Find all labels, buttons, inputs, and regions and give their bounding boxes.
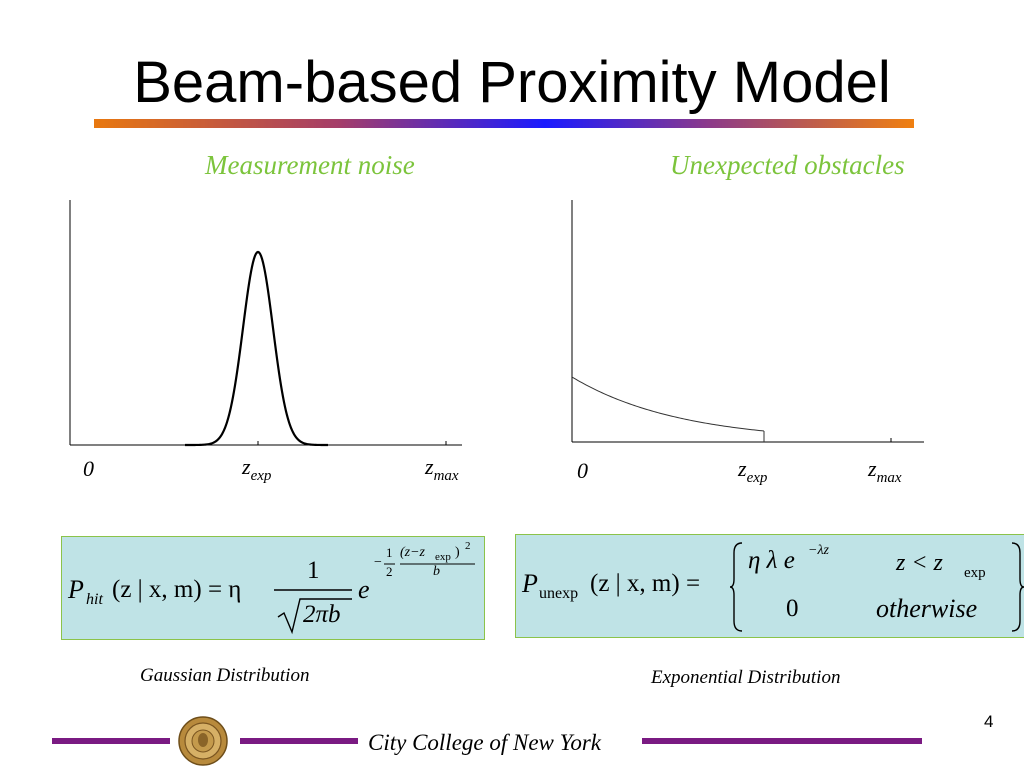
right-label-zmax: zmax: [868, 456, 902, 486]
footer-line-left: [52, 738, 170, 744]
page-number: 4: [984, 712, 994, 731]
gaussian-formula-fraction-sqrt: [274, 589, 352, 635]
left-label-zero: 0: [83, 456, 94, 481]
gaussian-formula-exp-half-den: 2: [386, 564, 393, 579]
exponential-formula-case1-exp: −λz: [808, 543, 829, 558]
right-label-zero: 0: [577, 458, 588, 483]
gaussian-formula-exp-num-sq: 2: [465, 540, 471, 552]
gaussian-formula-exp-num: (z−z: [400, 545, 426, 560]
gaussian-formula-exp-half-num: 1: [386, 545, 393, 560]
exponential-formula-case2-expr: 0: [786, 595, 799, 622]
exponential-plot: [571, 200, 924, 443]
title-underline-bar: [94, 119, 914, 128]
gaussian-caption: Gaussian Distribution: [140, 665, 310, 686]
gaussian-formula-exp-den: b: [433, 564, 440, 579]
gaussian-formula-P: P: [68, 575, 84, 604]
exponential-curve: [571, 376, 765, 432]
gaussian-formula-exp-line: [400, 563, 475, 565]
gaussian-formula-P-sub: hit: [86, 591, 103, 608]
gaussian-formula-args: (z | x, m) = η: [112, 576, 242, 603]
slide-title: Beam-based Proximity Model: [133, 50, 891, 115]
exponential-formula-case1-expr: η λ e: [748, 547, 795, 574]
gaussian-formula-box: P hit (z | x, m) = η 1 2πb e − 1 2 (z−z …: [61, 536, 485, 640]
gaussian-formula-exp-num-close: ): [455, 545, 460, 560]
exponential-formula-case1-cond: z < z: [896, 550, 943, 576]
gaussian-formula-half-line: [384, 563, 395, 565]
gaussian-formula-frac-num: 1: [307, 557, 320, 584]
gaussian-plot: [69, 200, 462, 447]
exponential-formula-P-sub: unexp: [539, 585, 579, 602]
right-label-zexp: zexp: [738, 456, 768, 486]
footer-line-middle: [240, 738, 358, 744]
gaussian-formula-exp-minus: −: [374, 555, 382, 570]
left-label-zmax: zmax: [425, 454, 459, 484]
footer-college-name: City College of New York: [368, 730, 601, 755]
gaussian-curve: [185, 250, 328, 447]
exponential-formula-case2-cond: otherwise: [876, 594, 978, 623]
exponential-formula-args: (z | x, m) =: [590, 570, 701, 597]
exponential-formula-braces: [730, 542, 1024, 632]
footer-line-right: [642, 738, 922, 744]
gaussian-formula-frac-den: 2πb: [303, 601, 341, 628]
exponential-caption: Exponential Distribution: [651, 667, 841, 688]
gaussian-formula-e: e: [358, 575, 370, 604]
right-subtitle: Unexpected obstacles: [670, 150, 905, 180]
left-label-zexp: zexp: [242, 454, 272, 484]
gaussian-formula-exp-num-sub: exp: [435, 551, 451, 563]
left-subtitle: Measurement noise: [205, 150, 415, 180]
exponential-formula-case1-cond-sub: exp: [964, 565, 986, 581]
exponential-formula-box: P unexp (z | x, m) = η λ e −λz z < z exp…: [515, 534, 1024, 638]
college-seal-icon: [178, 716, 228, 766]
exponential-formula-P: P: [522, 569, 538, 598]
